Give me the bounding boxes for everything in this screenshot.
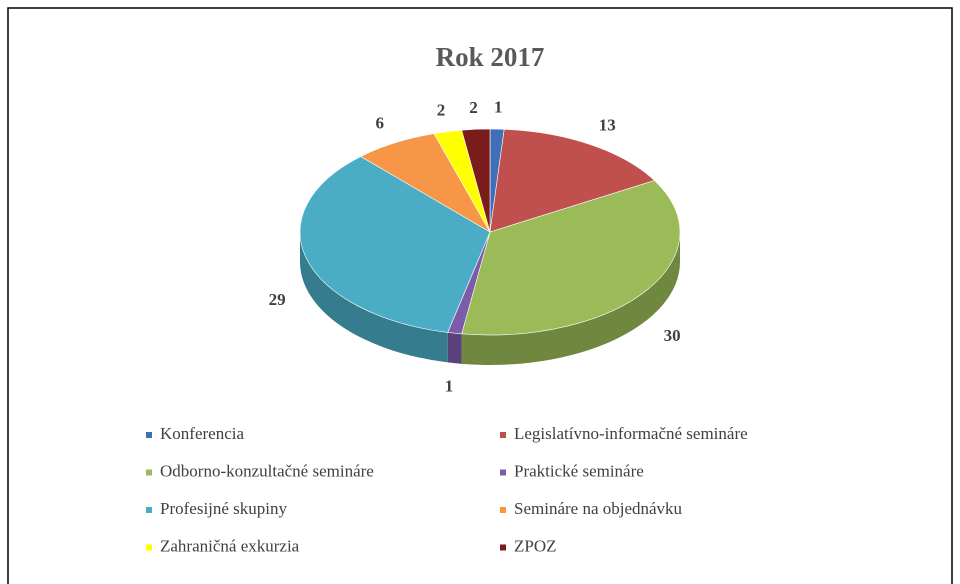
legend-label: Praktické semináre	[514, 461, 644, 480]
pie-slice	[299, 156, 491, 333]
legend-label: Semináre na objednávku	[514, 499, 683, 518]
legend-marker	[146, 507, 152, 513]
slice-side	[300, 232, 448, 363]
legend-label: Zahraničná exkurzia	[160, 536, 300, 555]
pie-slice	[461, 180, 681, 336]
legend-marker	[146, 432, 152, 438]
chart-title: Rok 2017	[436, 42, 545, 72]
data-label: 30	[664, 326, 681, 345]
legend-marker	[146, 469, 152, 476]
legend-label: Odborno-konzultačné semináre	[160, 461, 374, 480]
pie-slice	[461, 128, 491, 233]
legend-label: Konferencia	[160, 424, 244, 443]
data-label: 2	[437, 100, 446, 119]
legend-marker	[500, 469, 506, 476]
legend-marker	[146, 544, 152, 551]
data-label: 13	[599, 116, 616, 135]
legend-marker	[500, 507, 506, 513]
legend-marker	[500, 432, 506, 438]
pie-slice	[489, 128, 656, 233]
data-label: 6	[376, 113, 385, 132]
legend-label: Legislatívno-informačné semináre	[514, 424, 748, 443]
slice-side	[447, 332, 462, 364]
slice-side	[461, 232, 680, 366]
data-label: 1	[445, 376, 454, 395]
data-label: 1	[494, 98, 503, 117]
legend-marker	[500, 544, 506, 551]
legend-label: Profesijné skupiny	[160, 499, 288, 518]
legend-label: ZPOZ	[514, 536, 557, 555]
data-label: 29	[269, 290, 286, 309]
data-label: 2	[469, 98, 478, 117]
